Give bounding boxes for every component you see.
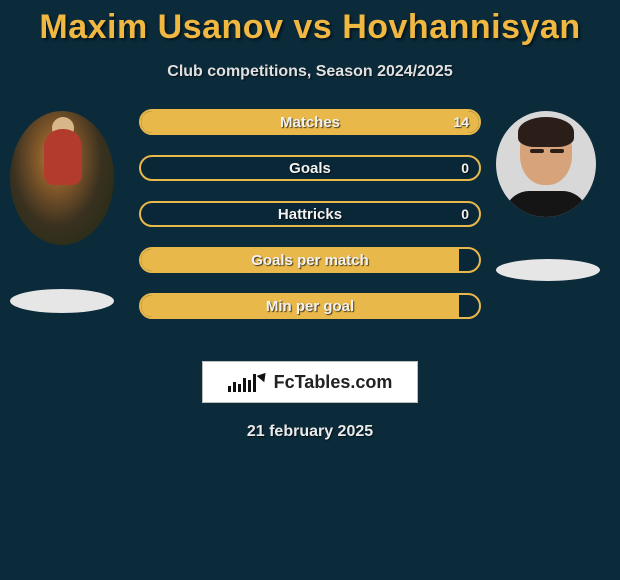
player-right-avatar (496, 111, 596, 217)
site-logo: FcTables.com (202, 361, 418, 403)
logo-text: FcTables.com (274, 372, 393, 393)
player-right-shadow (496, 259, 600, 281)
player-left-avatar (10, 111, 114, 245)
player-left (10, 111, 114, 313)
stat-bar: Matches 14 (139, 109, 481, 135)
stat-bars: Matches 14 Goals 0 Hattricks 0 Goals per match… (139, 109, 481, 319)
page-title: Maxim Usanov vs Hovhannisyan (0, 0, 620, 47)
stat-bar: Goals 0 (139, 155, 481, 181)
subtitle: Club competitions, Season 2024/2025 (0, 63, 620, 81)
stat-bar-value: 14 (453, 114, 469, 130)
player-right (496, 111, 600, 281)
logo-arrow-icon (256, 370, 269, 383)
date-label: 21 february 2025 (0, 423, 620, 441)
player-left-shadow (10, 289, 114, 313)
logo-bars-icon (228, 372, 256, 392)
stat-bar: Goals per match (139, 247, 481, 273)
stat-bar-value: 0 (461, 160, 469, 176)
stat-bar-label: Hattricks (278, 206, 342, 223)
stat-bar-label: Min per goal (266, 298, 354, 315)
stat-bar-label: Goals per match (251, 252, 369, 269)
stat-bar: Hattricks 0 (139, 201, 481, 227)
stat-bar: Min per goal (139, 293, 481, 319)
stat-bar-label: Matches (280, 114, 340, 131)
stat-bar-value: 0 (461, 206, 469, 222)
stat-bar-label: Goals (289, 160, 331, 177)
comparison-panel: Matches 14 Goals 0 Hattricks 0 Goals per match… (0, 109, 620, 349)
